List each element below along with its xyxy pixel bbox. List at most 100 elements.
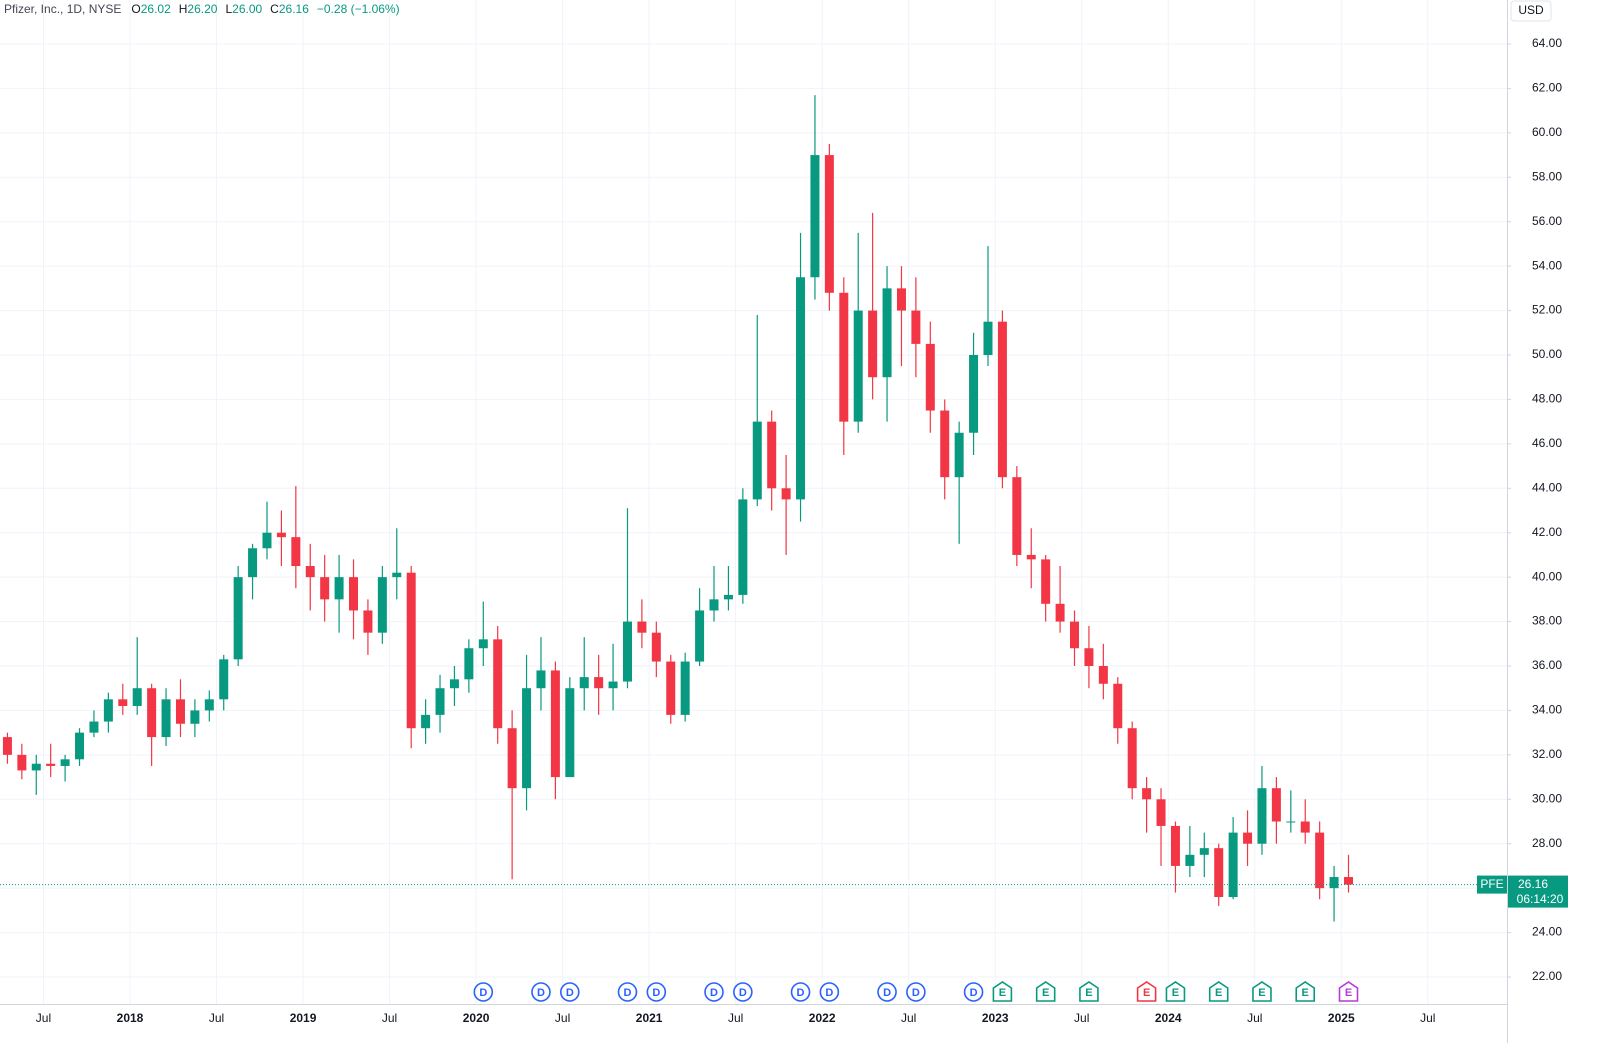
axes: 22.0024.0026.0028.0030.0032.0034.0036.00… — [36, 36, 1568, 1025]
legend: Pfizer, Inc., 1D, NYSE O 26.02 H 26.20 L 26.0… — [4, 2, 400, 16]
event-label: E — [1258, 987, 1265, 999]
candle-body — [75, 732, 85, 760]
candle-body — [449, 679, 459, 689]
candle-body — [233, 577, 243, 660]
dividend-marker[interactable] — [646, 982, 667, 1002]
candle-body — [695, 610, 705, 662]
event-label: D — [537, 987, 545, 999]
currency: USD — [1518, 3, 1544, 17]
candle-body — [31, 763, 41, 771]
candle-body — [637, 621, 647, 633]
earnings-marker — [1165, 981, 1186, 1002]
candle-body — [1026, 554, 1036, 560]
y-tick-label: 42.00 — [1532, 525, 1562, 539]
candle-body — [1156, 799, 1166, 826]
candle-body — [363, 610, 373, 633]
y-tick-label: 46.00 — [1532, 436, 1562, 450]
event-label: D — [912, 987, 920, 999]
candle-body — [60, 759, 70, 766]
candle-body — [680, 661, 690, 715]
candle-body — [1142, 788, 1152, 800]
candle-body — [824, 155, 834, 293]
candle-body — [839, 292, 849, 422]
legend-value: 26.20 — [187, 2, 217, 16]
dividend-marker[interactable] — [906, 982, 926, 1002]
candle-body — [550, 670, 560, 778]
candle-body — [1300, 821, 1310, 833]
x-tick-label: Jul — [1420, 1011, 1435, 1025]
candle-body — [1228, 832, 1238, 898]
candle-body — [262, 532, 272, 549]
x-tick-label: 2023 — [982, 1011, 1009, 1025]
dividend-marker[interactable] — [473, 982, 494, 1002]
currency-box[interactable] — [1510, 0, 1552, 22]
y-tick-label: 36.00 — [1532, 658, 1562, 672]
y-tick-label: 54.00 — [1532, 258, 1562, 272]
symbol-label: PFE — [1480, 877, 1503, 891]
event-label: D — [710, 987, 718, 999]
candle-body — [1041, 559, 1051, 604]
y-tick-label: 38.00 — [1532, 614, 1562, 628]
dividend-marker[interactable] — [617, 982, 638, 1002]
candle-body — [305, 566, 315, 578]
x-tick-label: 2025 — [1328, 1011, 1355, 1025]
candle-body — [709, 599, 719, 611]
earnings-marker — [1338, 981, 1359, 1002]
candle-body — [536, 670, 546, 689]
candle-body — [1098, 666, 1108, 684]
dividend-marker[interactable] — [733, 982, 753, 1002]
candle-body — [781, 488, 791, 500]
candle-body — [132, 688, 142, 706]
y-tick-label: 30.00 — [1532, 791, 1562, 805]
dividend-marker[interactable] — [704, 982, 724, 1002]
event-label: D — [652, 987, 660, 999]
candle-body — [1185, 854, 1195, 866]
candle-body — [377, 577, 387, 633]
x-tick-label: Jul — [1247, 1011, 1262, 1025]
candle-body — [565, 688, 575, 778]
candle-body — [752, 421, 762, 500]
candle-body — [349, 577, 359, 611]
y-tick-label: 34.00 — [1532, 703, 1562, 717]
event-label: D — [883, 987, 891, 999]
x-tick-label: 2021 — [636, 1011, 663, 1025]
candle-body — [291, 537, 301, 567]
candle-body — [1343, 877, 1353, 885]
event-label: D — [479, 987, 487, 999]
x-tick-label: Jul — [209, 1011, 224, 1025]
candle-body — [248, 548, 258, 578]
dividend-marker[interactable] — [531, 982, 551, 1002]
candle-body — [118, 699, 128, 706]
candle-body — [493, 639, 503, 729]
candle-body — [954, 432, 964, 478]
y-tick-label: 22.00 — [1532, 969, 1562, 983]
dividend-marker[interactable] — [790, 982, 811, 1002]
candle-body — [1113, 683, 1123, 729]
candle-body — [1329, 877, 1339, 889]
dividend-marker[interactable] — [819, 982, 840, 1002]
candle-body — [1286, 821, 1296, 823]
candle-body — [421, 714, 431, 729]
dividend-marker[interactable] — [560, 982, 580, 1002]
dividend-marker[interactable] — [963, 982, 984, 1002]
y-tick-label: 58.00 — [1532, 169, 1562, 183]
price-label: 26.16 — [1518, 877, 1548, 891]
x-tick-label: Jul — [728, 1011, 743, 1025]
event-label: D — [566, 987, 574, 999]
candle-body — [1170, 825, 1180, 866]
dividend-marker[interactable] — [877, 982, 897, 1002]
y-tick-label: 24.00 — [1532, 925, 1562, 939]
event-label: E — [1302, 987, 1309, 999]
candle-body — [666, 661, 676, 715]
candle-body — [89, 721, 99, 733]
candle-body — [1214, 848, 1224, 898]
candle-body — [882, 288, 892, 378]
candle-body — [1055, 603, 1065, 622]
legend-key: C — [270, 2, 279, 16]
y-tick-label: 44.00 — [1532, 480, 1562, 494]
candle-body — [1199, 848, 1209, 855]
y-tick-label: 64.00 — [1532, 36, 1562, 50]
candle-body — [219, 659, 229, 700]
earnings-marker — [1295, 981, 1316, 1002]
